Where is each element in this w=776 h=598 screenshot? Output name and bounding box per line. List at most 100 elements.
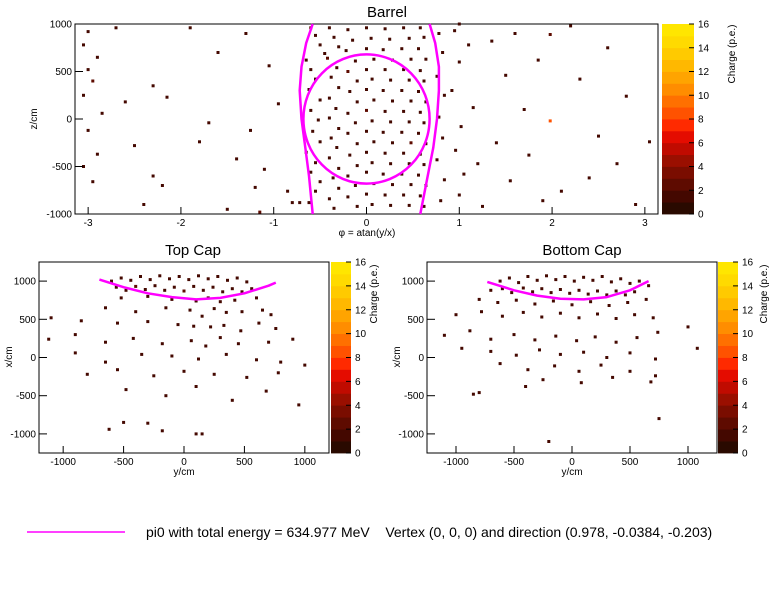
topcap-plot-frame <box>38 261 330 454</box>
hit-marker <box>218 336 222 340</box>
colorbar-tick-label: 14 <box>355 281 367 292</box>
ring-curve <box>486 279 650 301</box>
colorbar-bin <box>718 393 738 406</box>
hit-marker <box>422 79 426 83</box>
hit-marker <box>249 128 252 132</box>
barrel-plot-frame <box>74 23 659 215</box>
y-tick-label: 500 <box>407 315 424 326</box>
hit-marker <box>353 184 357 187</box>
hit-marker <box>418 194 422 198</box>
hit-marker <box>151 174 155 178</box>
hit-marker <box>524 385 528 388</box>
hit-marker <box>383 68 387 72</box>
hit-marker <box>224 310 228 314</box>
hit-marker <box>417 47 420 51</box>
hit-marker <box>192 284 196 288</box>
colorbar-bin <box>662 71 694 84</box>
hit-marker <box>370 77 374 81</box>
hit-marker <box>355 142 359 146</box>
hit-marker <box>212 372 216 376</box>
hit-marker <box>611 375 615 379</box>
hit-marker <box>559 189 563 193</box>
colorbar-bin <box>331 381 351 394</box>
hit-marker <box>198 140 201 144</box>
hit-marker <box>527 153 531 157</box>
hit-marker <box>337 86 341 90</box>
hit-marker <box>355 164 359 168</box>
ring-curve <box>298 23 314 215</box>
hit-marker <box>100 111 104 115</box>
hit-marker <box>454 313 458 317</box>
hit-marker <box>160 342 164 346</box>
hit-marker <box>327 116 331 120</box>
hit-marker <box>79 319 83 323</box>
hit-marker <box>365 170 368 174</box>
colorbar-tick-label: 2 <box>742 425 748 436</box>
hit-marker <box>372 98 376 102</box>
colorbar-bin <box>662 154 694 167</box>
bottomcap-x-axis: -1000 -500 0 500 1000 <box>443 446 700 468</box>
hit-marker <box>606 46 610 50</box>
hit-marker <box>158 274 162 278</box>
hit-marker <box>591 278 595 282</box>
bottomcap-colorbar-label: Charge (p.e.) <box>759 265 770 324</box>
hit-marker <box>204 344 208 348</box>
hit-marker <box>383 151 387 155</box>
hit-marker <box>250 287 254 291</box>
hit-marker <box>686 325 690 329</box>
hit-marker <box>187 278 191 282</box>
hit-marker <box>129 278 133 282</box>
hit-marker <box>124 288 128 292</box>
hit-marker <box>335 146 339 149</box>
hit-marker <box>194 385 198 388</box>
hit-marker <box>235 276 239 280</box>
hit-marker <box>381 130 385 134</box>
topcap-panel: Top Cap -1000 -500 0 500 1000 -1000 -500 0 500 1… <box>4 242 380 478</box>
colorbar-bin <box>331 333 351 346</box>
hit-marker <box>457 22 461 26</box>
hit-marker <box>346 131 350 135</box>
hit-marker <box>170 354 174 358</box>
hit-marker <box>589 300 593 304</box>
hit-marker <box>327 96 331 100</box>
colorbar-bin <box>331 345 351 358</box>
hit-marker <box>134 310 138 314</box>
barrel-colorbar-label: Charge (p.e.) <box>727 25 738 84</box>
hit-marker <box>314 161 317 165</box>
hit-marker <box>531 290 535 294</box>
hit-marker <box>453 29 457 33</box>
hit-marker <box>535 278 539 282</box>
hit-marker <box>331 176 335 180</box>
hit-marker <box>471 392 475 396</box>
hit-marker <box>230 398 234 402</box>
hit-marker <box>422 204 426 208</box>
hit-marker <box>437 32 441 35</box>
topcap-colorbar: 0 2 4 6 8 10 12 14 16 <box>331 258 367 460</box>
colorbar-bin <box>718 381 738 394</box>
hit-marker <box>309 170 313 174</box>
hit-marker <box>614 317 618 320</box>
y-tick-label: 1000 <box>14 277 37 288</box>
hit-marker <box>541 378 545 382</box>
hit-marker <box>460 346 464 350</box>
colorbar-bin <box>662 35 694 49</box>
hit-marker <box>547 440 551 443</box>
colorbar-bin <box>331 285 351 299</box>
hit-marker <box>614 340 618 344</box>
hit-marker <box>122 420 126 424</box>
hit-marker <box>633 290 637 294</box>
hit-marker <box>477 391 481 395</box>
hit-marker <box>86 68 90 72</box>
colorbar-bin <box>331 309 351 323</box>
hit-marker <box>163 288 167 292</box>
hit-marker <box>201 288 205 292</box>
hit-marker <box>489 337 493 341</box>
hit-marker <box>326 56 329 60</box>
bottomcap-x-label: y/cm <box>561 467 582 478</box>
hit-marker <box>82 93 85 97</box>
hit-marker <box>160 184 164 187</box>
hit-marker <box>119 296 123 300</box>
hit-marker <box>344 49 348 53</box>
hit-marker <box>422 121 426 125</box>
